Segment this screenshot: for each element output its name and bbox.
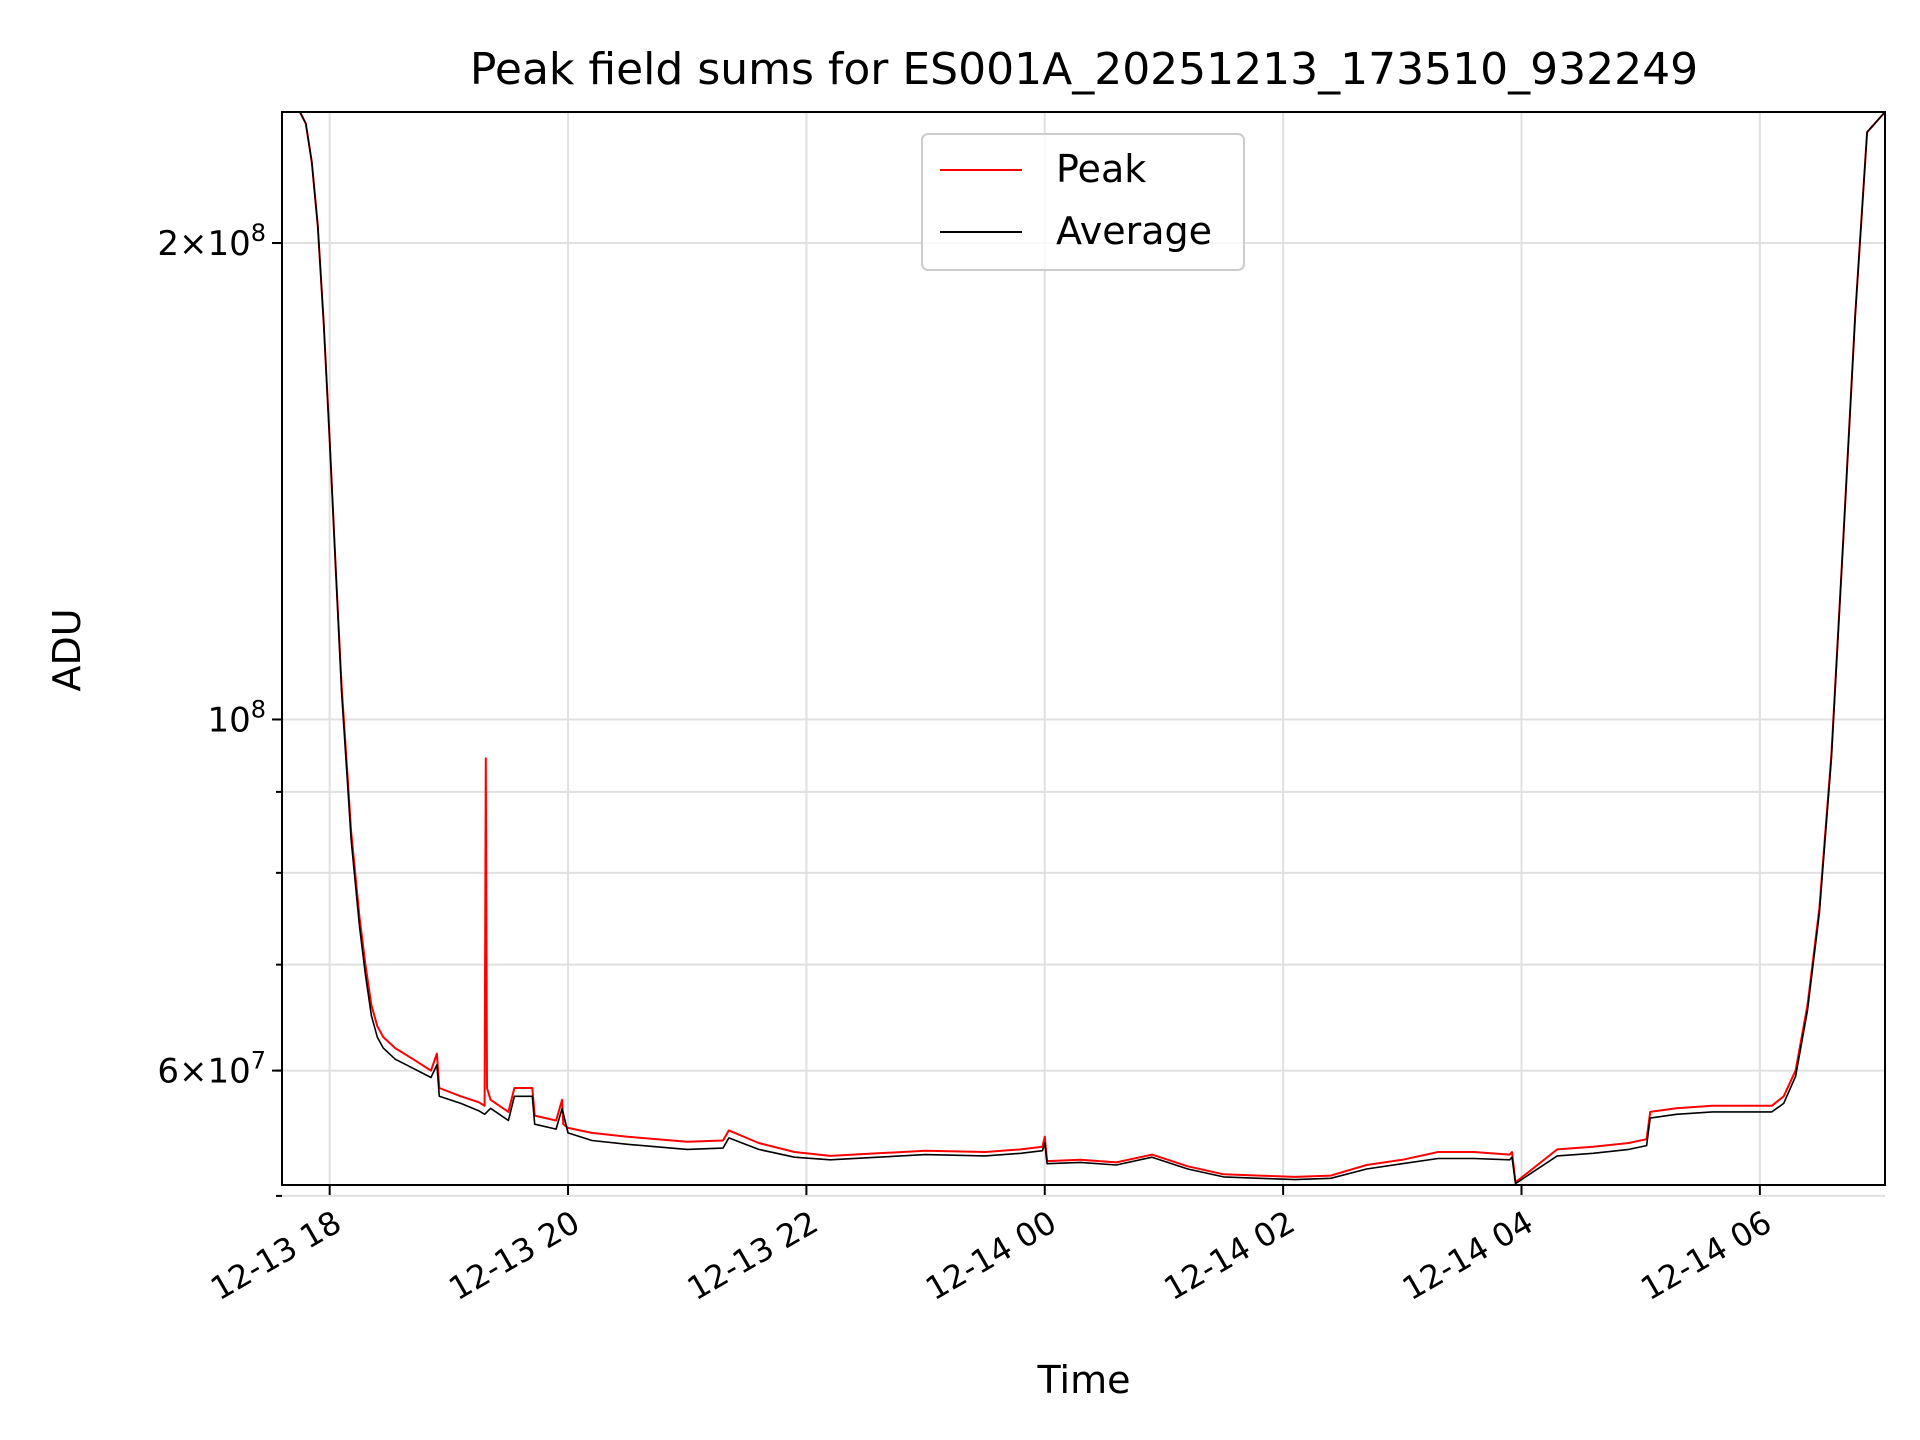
y-axis-label: ADU	[45, 608, 89, 691]
chart-title: Peak field sums for ES001A_20251213_1735…	[470, 44, 1698, 95]
series-average-line	[282, 111, 1886, 1185]
grid-lines	[282, 112, 1885, 1197]
x-tick-label: 12-14 06	[1634, 1203, 1778, 1308]
legend-average-label: Average	[1056, 209, 1212, 253]
y-axis: 6×107 108 2×108	[157, 219, 282, 1197]
series-peak-line	[282, 111, 1886, 1184]
plot-frame	[281, 111, 1886, 1186]
legend-peak-label: Peak	[1056, 147, 1146, 191]
x-axis-label: Time	[1037, 1358, 1131, 1402]
series-lines	[282, 111, 1886, 1185]
x-tick-label: 12-13 20	[442, 1203, 586, 1308]
y-tick-label: 2×108	[157, 219, 266, 264]
x-axis: 12-13 18 12-13 20 12-13 22 12-14 00 12-14 02…	[204, 1185, 1778, 1308]
y-tick-label: 108	[207, 695, 266, 740]
legend-box	[921, 133, 1245, 271]
x-tick-label: 12-14 04	[1396, 1203, 1540, 1308]
x-tick-label: 12-14 00	[919, 1203, 1063, 1308]
x-tick-label: 12-13 18	[204, 1203, 348, 1308]
legend: Peak Average	[921, 133, 1245, 271]
y-tick-label: 6×107	[157, 1047, 266, 1092]
x-tick-label: 12-13 22	[681, 1203, 825, 1308]
x-tick-label: 12-14 02	[1158, 1203, 1302, 1308]
